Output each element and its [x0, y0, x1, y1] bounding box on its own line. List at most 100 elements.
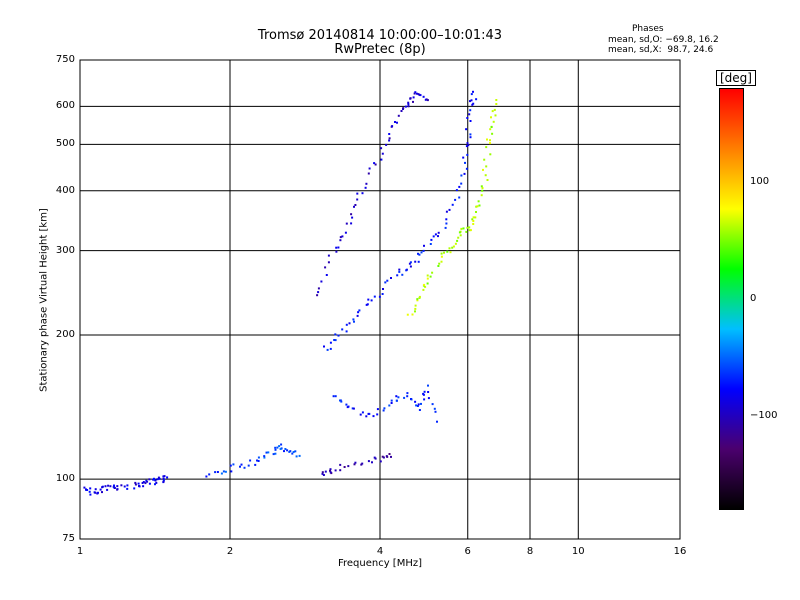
- data-point: [142, 485, 145, 488]
- data-point: [157, 476, 160, 479]
- y-axis-label: Stationary phase Virtual Height [km]: [38, 208, 50, 392]
- data-point: [367, 172, 370, 175]
- data-point: [240, 463, 243, 466]
- data-point: [440, 252, 443, 255]
- data-point: [348, 322, 351, 325]
- data-point: [407, 105, 410, 108]
- data-point: [448, 208, 451, 211]
- data-point: [292, 451, 295, 453]
- data-point: [341, 235, 344, 238]
- data-point: [337, 246, 340, 249]
- data-point: [360, 463, 363, 466]
- data-point: [492, 120, 495, 123]
- data-point: [471, 103, 474, 106]
- data-point: [345, 403, 348, 406]
- data-point: [155, 481, 158, 484]
- data-point: [433, 407, 436, 410]
- data-point: [407, 103, 410, 106]
- data-point: [427, 391, 430, 393]
- data-point: [440, 255, 443, 258]
- data-point: [146, 480, 149, 483]
- colorbar-tick-label: 100: [750, 175, 770, 187]
- data-point: [350, 222, 353, 225]
- data-point: [412, 100, 414, 103]
- data-point: [452, 245, 455, 248]
- data-point: [350, 213, 353, 216]
- data-point: [334, 469, 337, 472]
- data-point: [316, 294, 319, 297]
- data-point: [86, 489, 89, 491]
- data-point: [243, 466, 246, 469]
- x-tick-label: 4: [376, 546, 384, 557]
- data-point: [469, 100, 471, 103]
- data-point: [230, 470, 233, 473]
- data-point: [383, 407, 386, 410]
- data-point: [409, 265, 412, 268]
- data-point: [390, 402, 393, 404]
- data-point: [426, 274, 429, 277]
- data-point: [432, 235, 435, 238]
- data-point: [382, 288, 384, 290]
- data-point: [423, 244, 425, 247]
- data-point: [427, 384, 429, 387]
- data-point: [99, 488, 102, 491]
- data-point: [448, 247, 451, 250]
- data-point: [394, 121, 396, 123]
- data-point: [222, 470, 225, 473]
- data-point: [357, 311, 360, 314]
- data-point: [109, 485, 112, 488]
- y-tick-label: 100: [55, 473, 75, 485]
- data-point: [475, 205, 478, 208]
- data-point: [410, 398, 413, 401]
- data-point: [385, 455, 388, 458]
- data-point: [412, 96, 415, 99]
- data-point: [371, 461, 373, 464]
- data-point: [474, 216, 477, 219]
- data-point: [378, 295, 381, 298]
- data-point: [323, 345, 325, 348]
- data-point: [345, 323, 348, 326]
- phases-header: Phases: [632, 24, 664, 34]
- data-point: [373, 456, 376, 459]
- data-point: [352, 318, 355, 321]
- data-point: [436, 420, 438, 423]
- data-point: [372, 415, 375, 418]
- data-point: [339, 469, 342, 472]
- data-point: [400, 110, 403, 112]
- data-point: [464, 161, 466, 164]
- data-point: [148, 478, 151, 481]
- data-point: [333, 339, 336, 341]
- data-point: [89, 493, 92, 496]
- data-point: [263, 456, 266, 459]
- data-point: [380, 158, 383, 161]
- data-point: [420, 402, 422, 405]
- data-point: [470, 99, 473, 102]
- data-point: [417, 403, 420, 406]
- data-point: [407, 101, 410, 104]
- data-point: [434, 233, 437, 236]
- data-point: [329, 468, 332, 471]
- data-point: [468, 229, 471, 232]
- data-point: [465, 128, 468, 131]
- data-point: [85, 488, 87, 491]
- data-point: [329, 347, 332, 350]
- data-point: [472, 102, 475, 105]
- data-point: [385, 143, 388, 146]
- data-point: [417, 260, 420, 263]
- data-point: [462, 227, 465, 230]
- data-point: [116, 488, 119, 491]
- data-point: [429, 243, 432, 245]
- data-point: [460, 182, 463, 185]
- data-point: [298, 454, 301, 457]
- data-point: [321, 471, 324, 474]
- data-point: [489, 142, 491, 145]
- data-point: [97, 491, 99, 494]
- data-point: [413, 92, 416, 95]
- data-point: [381, 455, 384, 458]
- data-point: [284, 448, 287, 450]
- data-point: [480, 194, 483, 197]
- data-point: [445, 222, 448, 225]
- data-point: [339, 399, 342, 402]
- data-point: [455, 189, 458, 192]
- data-point: [343, 466, 346, 468]
